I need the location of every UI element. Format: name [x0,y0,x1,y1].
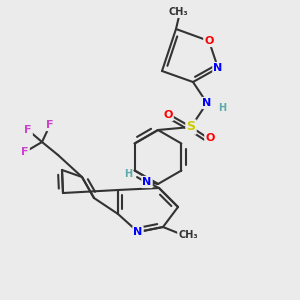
Text: CH₃: CH₃ [168,7,188,17]
Text: H: H [124,169,132,179]
Text: F: F [24,125,32,135]
Text: N: N [142,177,152,187]
Text: N: N [213,63,223,73]
Text: N: N [202,98,211,108]
Text: F: F [21,147,29,157]
Text: O: O [163,110,173,120]
Text: S: S [187,121,196,134]
Text: H: H [218,103,226,113]
Text: O: O [205,133,215,143]
Text: N: N [134,227,142,237]
Text: F: F [46,120,54,130]
Text: O: O [204,36,214,46]
Text: CH₃: CH₃ [178,230,198,240]
